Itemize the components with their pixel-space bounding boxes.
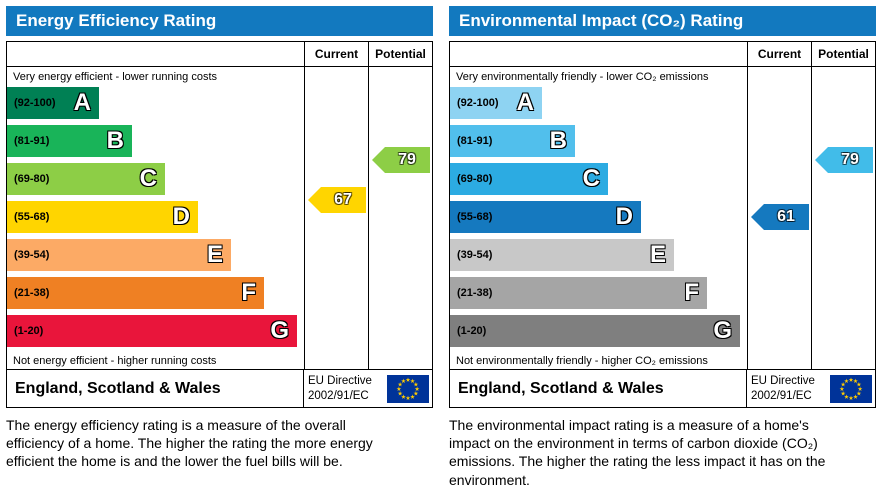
band-range: (55-68) <box>457 211 493 223</box>
region-label: England, Scotland & Wales <box>458 379 664 397</box>
band-c: (69-80) C <box>450 163 608 195</box>
band-range: (81-91) <box>14 135 50 147</box>
band-letter: F <box>241 279 256 306</box>
eu-directive-box: EU Directive 2002/91/EC <box>746 370 875 407</box>
directive-line2: 2002/91/EC <box>751 389 812 402</box>
environmental-rating-description: The environmental impact rating is a mea… <box>449 417 826 488</box>
band-letter: D <box>172 203 190 230</box>
environmental-panel-header: Environmental Impact (CO₂) Rating <box>449 6 876 36</box>
potential-rating-arrow: 79 <box>815 147 873 173</box>
band-letter: F <box>684 279 699 306</box>
top-caption: Very energy efficient - lower running co… <box>13 71 218 83</box>
current-column-header: Current <box>747 42 811 66</box>
potential-column: 79 <box>811 67 875 369</box>
band-letter: G <box>270 317 289 344</box>
band-letter: C <box>582 165 600 192</box>
eu-directive-label: EU Directive 2002/91/EC <box>308 374 384 404</box>
band-range: (21-38) <box>457 287 493 299</box>
band-letter: B <box>549 127 567 154</box>
band-c: (69-80) C <box>7 163 165 195</box>
energy-rating-table: Current Potential Very energy efficient … <box>6 41 433 408</box>
band-list: (92-100) A (81-91) B (69-80) C (55-68) <box>450 87 747 347</box>
band-range: (55-68) <box>14 211 50 223</box>
chart-header-spacer <box>7 42 304 66</box>
eu-directive-label: EU Directive 2002/91/EC <box>751 374 827 404</box>
current-column-header: Current <box>304 42 368 66</box>
environmental-impact-panel: Environmental Impact (CO₂) Rating Curren… <box>449 6 876 489</box>
energy-chart-row: Very energy efficient - lower running co… <box>7 67 432 369</box>
environmental-chart-row: Very environmentally friendly - lower CO… <box>450 67 875 369</box>
bottom-caption: Not energy efficient - higher running co… <box>13 355 217 367</box>
eu-flag-icon <box>387 374 429 403</box>
band-letter: E <box>206 241 223 268</box>
energy-efficiency-panel: Energy Efficiency Rating Current Potenti… <box>6 6 433 489</box>
band-range: (1-20) <box>457 325 487 337</box>
current-column: 61 <box>747 67 811 369</box>
potential-column-header: Potential <box>811 42 875 66</box>
band-range: (39-54) <box>14 249 50 261</box>
directive-line2: 2002/91/EC <box>308 389 369 402</box>
band-a: (92-100) A <box>7 87 99 119</box>
band-d: (55-68) D <box>450 201 641 233</box>
environmental-panel-title: Environmental Impact (CO₂) Rating <box>459 11 744 30</box>
energy-panel-title: Energy Efficiency Rating <box>16 11 217 30</box>
band-letter: B <box>106 127 124 154</box>
top-caption: Very environmentally friendly - lower CO… <box>456 71 709 83</box>
band-f: (21-38) F <box>7 277 264 309</box>
energy-rating-description: The energy efficiency rating is a measur… <box>6 417 373 470</box>
band-g: (1-20) G <box>450 315 740 347</box>
environmental-rating-table: Current Potential Very environmentally f… <box>449 41 876 408</box>
band-range: (21-38) <box>14 287 50 299</box>
column-header-row: Current Potential <box>450 42 875 67</box>
band-range: (81-91) <box>457 135 493 147</box>
region-label: England, Scotland & Wales <box>15 379 221 397</box>
band-range: (92-100) <box>14 97 56 109</box>
band-range: (69-80) <box>457 173 493 185</box>
energy-band-chart: Very energy efficient - lower running co… <box>7 67 304 369</box>
band-range: (92-100) <box>457 97 499 109</box>
band-letter: D <box>615 203 633 230</box>
current-rating-arrow: 67 <box>308 187 366 213</box>
band-b: (81-91) B <box>450 125 575 157</box>
potential-rating-arrow: 79 <box>372 147 430 173</box>
band-letter: E <box>649 241 666 268</box>
band-letter: A <box>73 89 91 116</box>
eu-directive-box: EU Directive 2002/91/EC <box>303 370 432 407</box>
directive-line1: EU Directive <box>308 374 372 387</box>
band-letter: A <box>516 89 534 116</box>
environmental-band-chart: Very environmentally friendly - lower CO… <box>450 67 747 369</box>
potential-column-header: Potential <box>368 42 432 66</box>
band-range: (1-20) <box>14 325 44 337</box>
environmental-table-footer: England, Scotland & Wales EU Directive 2… <box>450 369 875 407</box>
current-rating-arrow: 61 <box>751 204 809 230</box>
band-d: (55-68) D <box>7 201 198 233</box>
band-range: (39-54) <box>457 249 493 261</box>
energy-table-footer: England, Scotland & Wales EU Directive 2… <box>7 369 432 407</box>
band-list: (92-100) A (81-91) B (69-80) C (55-68) <box>7 87 304 347</box>
directive-line1: EU Directive <box>751 374 815 387</box>
band-range: (69-80) <box>14 173 50 185</box>
band-e: (39-54) E <box>7 239 231 271</box>
band-e: (39-54) E <box>450 239 674 271</box>
column-header-row: Current Potential <box>7 42 432 67</box>
bottom-caption: Not environmentally friendly - higher CO… <box>456 355 708 367</box>
potential-column: 79 <box>368 67 432 369</box>
band-g: (1-20) G <box>7 315 297 347</box>
energy-panel-header: Energy Efficiency Rating <box>6 6 433 36</box>
chart-header-spacer <box>450 42 747 66</box>
current-column: 67 <box>304 67 368 369</box>
band-letter: G <box>713 317 732 344</box>
eu-flag-icon <box>830 374 872 403</box>
band-f: (21-38) F <box>450 277 707 309</box>
band-letter: C <box>139 165 157 192</box>
band-b: (81-91) B <box>7 125 132 157</box>
band-a: (92-100) A <box>450 87 542 119</box>
